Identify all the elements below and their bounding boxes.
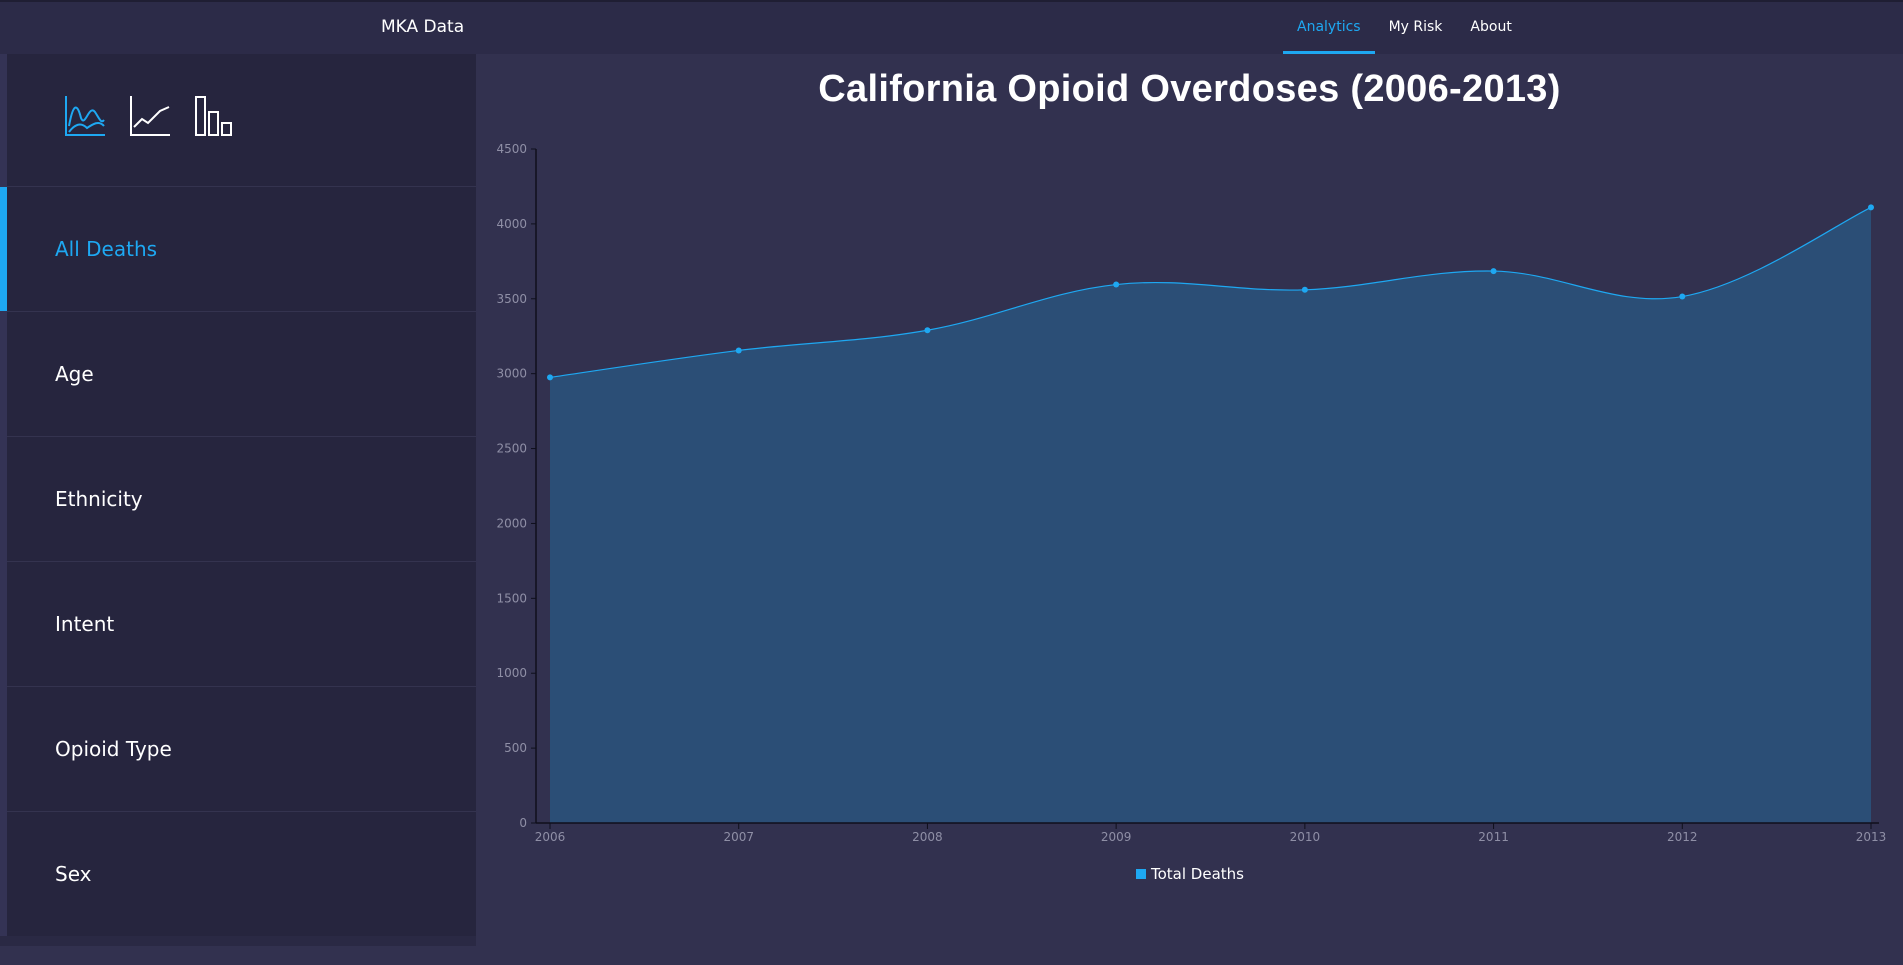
data-point xyxy=(547,374,553,381)
x-tick-label: 2007 xyxy=(723,830,754,844)
nav-analytics[interactable]: Analytics xyxy=(1283,2,1375,54)
data-point xyxy=(735,347,742,354)
main-nav: Analytics My Risk About xyxy=(1283,2,1526,54)
x-tick-label: 2009 xyxy=(1101,830,1132,844)
x-tick-label: 2008 xyxy=(912,830,943,844)
x-tick-label: 2012 xyxy=(1667,830,1698,844)
data-point xyxy=(1868,204,1874,211)
bar-chart-icon[interactable] xyxy=(193,94,237,138)
area-chart-icon[interactable] xyxy=(63,94,107,138)
chart-title: California Opioid Overdoses (2006-2013) xyxy=(818,68,1561,110)
data-point xyxy=(924,327,931,334)
data-point xyxy=(1490,268,1497,275)
x-tick-label: 2011 xyxy=(1478,830,1509,844)
y-tick-label: 4000 xyxy=(496,217,527,231)
nav-my-risk[interactable]: My Risk xyxy=(1388,19,1443,35)
y-tick-label: 2500 xyxy=(496,442,527,456)
data-point xyxy=(1301,286,1308,293)
sidebar-edge xyxy=(0,54,7,936)
x-tick-label: 2010 xyxy=(1290,830,1321,844)
x-tick-label: 2006 xyxy=(535,830,566,844)
sidebar: All Deaths Age Ethnicity Intent Opioid T… xyxy=(0,54,476,937)
y-tick-label: 500 xyxy=(504,741,527,755)
y-tick-label: 3000 xyxy=(496,367,527,381)
sidebar-item-intent[interactable]: Intent xyxy=(7,562,476,687)
sidebar-item-ethnicity[interactable]: Ethnicity xyxy=(7,437,476,562)
nav-about[interactable]: About xyxy=(1470,19,1512,35)
sidebar-item-age[interactable]: Age xyxy=(7,312,476,437)
area-fill xyxy=(550,207,1871,823)
sidebar-footer xyxy=(0,936,476,946)
chart-legend[interactable]: Total Deaths xyxy=(1136,865,1244,883)
data-point xyxy=(1113,281,1120,288)
legend-label: Total Deaths xyxy=(1151,865,1244,883)
sidebar-item-label: Opioid Type xyxy=(55,737,172,761)
chart-type-selector xyxy=(7,54,476,187)
sidebar-item-sex[interactable]: Sex xyxy=(7,812,476,937)
sidebar-item-label: Age xyxy=(55,362,94,386)
chart-panel: California Opioid Overdoses (2006-2013) … xyxy=(476,54,1903,965)
x-tick-label: 2013 xyxy=(1856,830,1887,844)
y-tick-label: 1500 xyxy=(496,591,527,605)
sidebar-item-label: Ethnicity xyxy=(55,487,143,511)
brand-logo-text[interactable]: MKA Data xyxy=(381,17,465,37)
area-chart: 0 500 1000 1500 2000 2500 3000 3500 4000 4500 2006… xyxy=(496,142,1887,844)
line-chart-icon[interactable] xyxy=(128,94,172,138)
y-tick-label: 2000 xyxy=(496,516,527,530)
y-tick-label: 4500 xyxy=(496,142,527,156)
sidebar-item-label: Sex xyxy=(55,862,92,886)
top-navbar: MKA Data Analytics My Risk About xyxy=(0,0,1903,54)
y-tick-label: 3500 xyxy=(496,292,527,306)
sidebar-item-all-deaths[interactable]: All Deaths xyxy=(0,187,476,312)
legend-swatch xyxy=(1136,869,1146,879)
data-point xyxy=(1679,293,1686,300)
y-tick-label: 0 xyxy=(519,816,527,830)
y-tick-label: 1000 xyxy=(496,666,527,680)
sidebar-item-label: Intent xyxy=(55,612,115,636)
sidebar-item-opioid-type[interactable]: Opioid Type xyxy=(7,687,476,812)
series-line xyxy=(549,206,1872,379)
sidebar-item-label: All Deaths xyxy=(55,237,158,261)
